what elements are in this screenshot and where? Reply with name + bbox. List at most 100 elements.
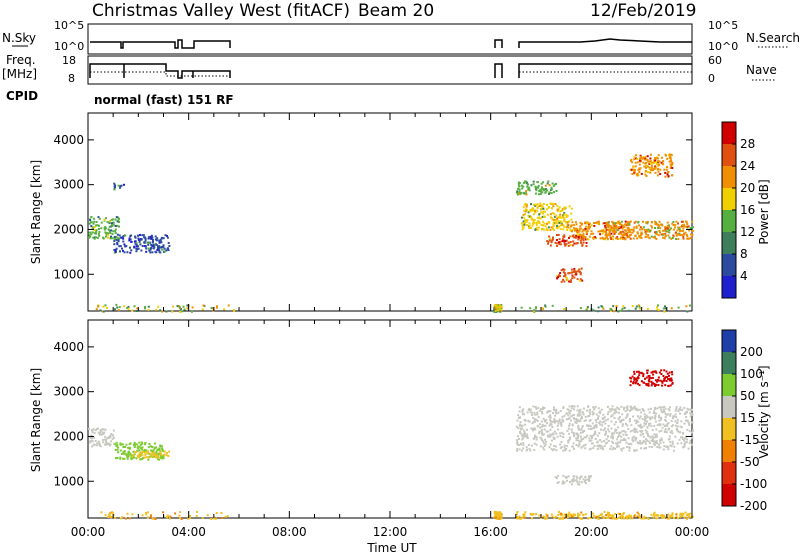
- echo-cell: [573, 405, 576, 408]
- ground-scatter-cell: [585, 308, 588, 311]
- echo-cell: [524, 213, 526, 216]
- echo-cell: [668, 229, 670, 232]
- echo-cell: [98, 230, 101, 233]
- echo-cell: [113, 188, 116, 191]
- echo-cell: [666, 224, 669, 227]
- echo-cell: [622, 408, 625, 411]
- echo-cell: [102, 441, 105, 444]
- echo-cell: [582, 407, 585, 410]
- echo-cell: [610, 420, 613, 423]
- echo-cell: [568, 438, 571, 441]
- echo-cell: [559, 220, 562, 223]
- echo-cell: [552, 432, 555, 435]
- echo-cell: [620, 449, 623, 452]
- echo-cell: [614, 430, 617, 433]
- ground-scatter-cell: [497, 512, 500, 515]
- echo-cell: [575, 273, 578, 276]
- echo-cell: [644, 442, 647, 445]
- ground-scatter-cell: [643, 517, 646, 520]
- echo-cell: [117, 184, 120, 187]
- echo-cell: [113, 243, 116, 246]
- echo-cell: [587, 238, 590, 241]
- echo-cell: [670, 371, 673, 373]
- echo-cell: [111, 434, 114, 437]
- echo-cell: [626, 407, 629, 410]
- echo-cell: [541, 439, 543, 442]
- echo-cell: [547, 206, 550, 209]
- echo-cell: [125, 454, 128, 456]
- echo-cell: [612, 235, 615, 238]
- echo-cell: [667, 384, 670, 387]
- echo-cell: [592, 514, 595, 517]
- echo-cell: [580, 481, 583, 484]
- echo-cell: [584, 443, 587, 446]
- echo-cell: [632, 237, 635, 240]
- ground-scatter-cell: [650, 513, 653, 516]
- echo-cell: [653, 433, 656, 436]
- echo-cell: [687, 447, 690, 450]
- echo-cell: [162, 244, 165, 247]
- echo-cell: [574, 242, 577, 245]
- echo-cell: [640, 234, 643, 237]
- echo-cell: [646, 516, 649, 519]
- ground-scatter-cell: [131, 309, 134, 312]
- echo-cell: [117, 451, 119, 454]
- echo-cell: [650, 384, 653, 387]
- echo-cell: [91, 429, 94, 432]
- echo-cell: [634, 234, 637, 237]
- ground-scatter-cell: [162, 511, 165, 514]
- echo-cell: [577, 439, 580, 442]
- ground-scatter-cell: [102, 305, 105, 308]
- echo-cell: [641, 227, 644, 230]
- echo-cell: [559, 224, 562, 227]
- echo-cell: [661, 426, 664, 429]
- echo-cell: [110, 229, 113, 232]
- echo-cell: [607, 424, 610, 427]
- echo-cell: [651, 438, 654, 441]
- ground-scatter-cell: [686, 310, 689, 313]
- echo-cell: [650, 407, 653, 410]
- ground-scatter-cell: [516, 517, 519, 520]
- echo-cell: [552, 436, 555, 439]
- echo-cell: [637, 415, 639, 418]
- echo-cell: [556, 482, 559, 484]
- ground-scatter-cell: [571, 515, 574, 518]
- echo-cell: [154, 454, 157, 457]
- echo-cell: [634, 161, 637, 164]
- echo-cell: [630, 424, 633, 427]
- echo-cell: [606, 516, 609, 519]
- echo-cell: [641, 408, 644, 411]
- echo-cell: [104, 443, 106, 446]
- echo-cell: [567, 513, 570, 516]
- echo-cell: [604, 430, 607, 433]
- echo-cell: [561, 418, 564, 421]
- echo-cell: [533, 442, 536, 445]
- echo-cell: [613, 225, 616, 228]
- echo-cell: [581, 411, 584, 414]
- echo-cell: [152, 450, 154, 453]
- echo-cell: [517, 414, 520, 417]
- ground-scatter-cell: [495, 512, 498, 515]
- echo-cell: [550, 513, 553, 516]
- echo-cell: [521, 413, 524, 416]
- echo-cell: [538, 409, 541, 412]
- echo-cell: [521, 410, 524, 413]
- ground-scatter-cell: [147, 305, 150, 308]
- echo-cell: [603, 222, 606, 225]
- echo-cell: [630, 407, 633, 410]
- echo-cell: [629, 220, 632, 223]
- echo-cell: [557, 411, 560, 414]
- echo-cell: [623, 517, 626, 520]
- echo-cell: [600, 440, 603, 443]
- echo-cell: [671, 432, 674, 435]
- echo-cell: [573, 236, 576, 239]
- echo-cell: [540, 224, 543, 226]
- echo-cell: [167, 249, 170, 252]
- echo-cell: [145, 250, 148, 253]
- echo-cell: [531, 224, 534, 227]
- echo-cell: [128, 239, 131, 242]
- echo-cell: [537, 193, 540, 196]
- echo-cell: [127, 454, 130, 457]
- echo-cell: [576, 242, 579, 244]
- echo-cell: [120, 236, 123, 239]
